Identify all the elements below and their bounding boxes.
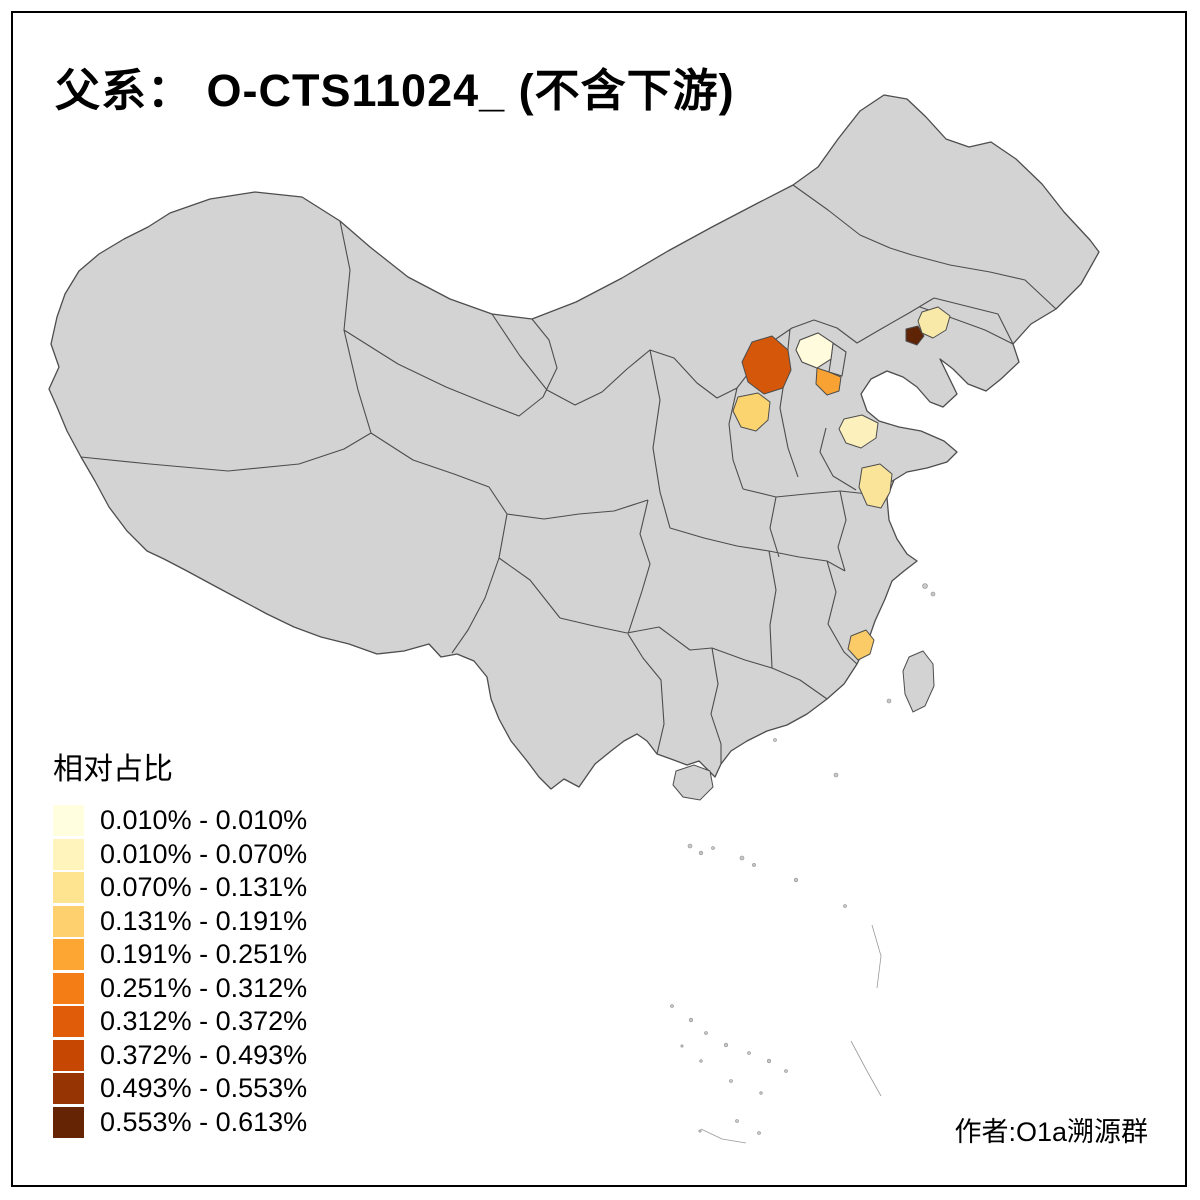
highlight-region-hebei-south [732,392,771,432]
highlight-region-shandong [838,414,879,449]
legend: 相对占比 0.010% - 0.010% 0.010% - 0.070% 0.0… [53,744,307,1139]
legend-label: 0.010% - 0.010% [100,805,308,836]
south-china-sea-islands [670,772,882,1144]
highlighted-regions [732,306,951,661]
legend-swatch [53,1006,84,1038]
legend-swatch [53,872,84,904]
legend-swatch [53,905,84,937]
legend-label: 0.251% - 0.312% [100,972,308,1003]
legend-row: 0.131% - 0.191% [53,905,307,939]
legend-swatch [53,939,84,971]
legend-label: 0.312% - 0.372% [100,1006,308,1037]
legend-row: 0.010% - 0.010% [53,804,307,838]
highlight-region-beijing [795,332,834,369]
legend-label: 0.493% - 0.553% [100,1073,308,1104]
legend-row: 0.191% - 0.251% [53,938,307,972]
mainland-china-shape [48,94,1100,790]
legend-swatch [53,1073,84,1105]
legend-row: 0.070% - 0.131% [53,871,307,905]
hainan-island [672,764,714,801]
legend-label: 0.010% - 0.070% [100,838,308,869]
coastal-islets [773,583,936,742]
taiwan-island [902,650,935,713]
highlight-region-hebei-central [741,335,792,395]
province-borders [80,184,1057,764]
legend-label: 0.070% - 0.131% [100,872,308,903]
legend-label: 0.131% - 0.191% [100,905,308,936]
legend-swatch [53,805,84,837]
legend-swatch [53,972,84,1004]
legend-label: 0.553% - 0.613% [100,1106,308,1137]
legend-swatch [53,838,84,870]
legend-row: 0.010% - 0.070% [53,838,307,872]
highlight-region-jiangsu [858,463,893,509]
highlight-region-liaoning-dark [905,325,925,346]
legend-title: 相对占比 [53,753,173,786]
highlight-region-tianjin [815,367,842,396]
highlight-region-fujian [847,629,875,661]
legend-row: 0.251% - 0.312% [53,972,307,1006]
legend-label: 0.191% - 0.251% [100,939,308,970]
highlight-region-liaoning-light [917,306,951,339]
legend-row: 0.372% - 0.493% [53,1039,307,1073]
attribution: 作者:O1a溯源群 [954,1117,1148,1147]
legend-row: 0.553% - 0.613% [53,1106,307,1140]
legend-row: 0.312% - 0.372% [53,1005,307,1039]
page-title: 父系： O-CTS11024_ (不含下游) [55,65,735,116]
legend-swatch [53,1039,84,1071]
legend-label: 0.372% - 0.493% [100,1039,308,1070]
legend-row: 0.493% - 0.553% [53,1072,307,1106]
legend-swatch [53,1106,84,1138]
